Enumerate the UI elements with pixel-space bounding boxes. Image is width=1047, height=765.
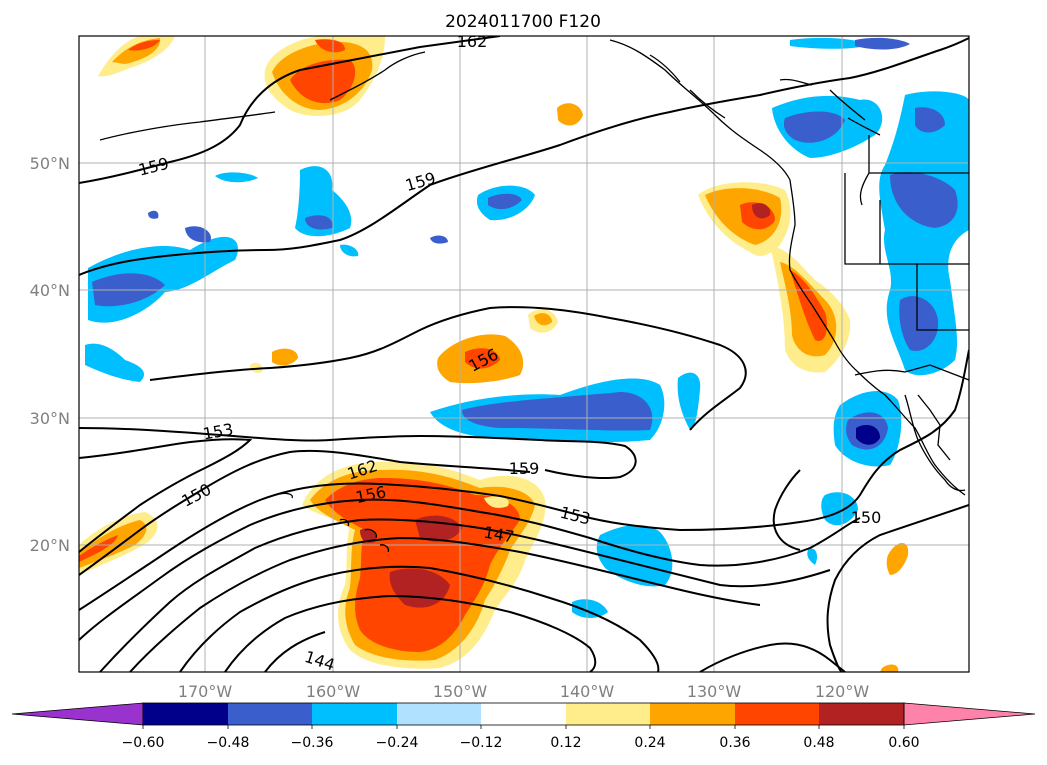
colorbar-bin [312,703,397,725]
map-title: 2024011700 F120 [445,12,601,32]
lat-label: 20°N [30,536,70,555]
longitude-labels: 170°W 160°W 150°W 140°W 130°W 120°W [178,682,870,701]
colorbar-tick-label: −0.12 [460,735,503,751]
colorbar-extend-min [11,702,144,726]
coastlines [99,39,969,553]
lon-label: 160°W [306,682,361,701]
colorbar-tick-label: −0.24 [376,735,419,751]
lon-label: 130°W [687,682,742,701]
colorbar-extend-max [903,702,1036,726]
colorbar-bin [143,703,228,725]
colorbar-tick-label: −0.48 [207,735,250,751]
colorbar-tick-label: 0.60 [888,735,919,751]
lon-label: 140°W [560,682,615,701]
map-panel: 162 159 159 156 153 150 162 156 159 153 … [79,32,969,672]
colorbar-bin [650,703,735,725]
colorbar-bin [228,703,312,725]
height-contours [79,36,969,672]
colorbar-tick-label: 0.12 [550,735,581,751]
colorbar-tick-label: −0.36 [291,735,334,751]
colorbar-tick-label: 0.36 [719,735,750,751]
lon-label: 120°W [815,682,870,701]
lat-label: 30°N [30,409,70,428]
colorbar-tick-label: −0.60 [122,735,165,751]
colorbar-tick-label: 0.48 [803,735,834,751]
contour-label: 150 [851,508,882,527]
latitude-labels: 50°N 40°N 30°N 20°N [30,154,70,555]
lat-label: 40°N [30,281,70,300]
lon-label: 150°W [433,682,488,701]
colorbar-bin [566,703,650,725]
shaded-field-negative [85,37,969,618]
colorbar: −0.60 −0.48 −0.36 −0.24 −0.12 0.12 0.24 … [11,702,1036,751]
map-border [78,35,970,673]
colorbar-tick-label: 0.24 [634,735,665,751]
contour-label: 162 [457,32,488,51]
colorbar-bin [397,703,481,725]
colorbar-bin [819,703,904,725]
colorbar-bin [481,703,566,725]
lon-label: 170°W [178,682,233,701]
colorbar-bin [735,703,819,725]
lat-label: 50°N [30,154,70,173]
graticule [79,36,969,672]
contour-label: 159 [509,459,540,478]
